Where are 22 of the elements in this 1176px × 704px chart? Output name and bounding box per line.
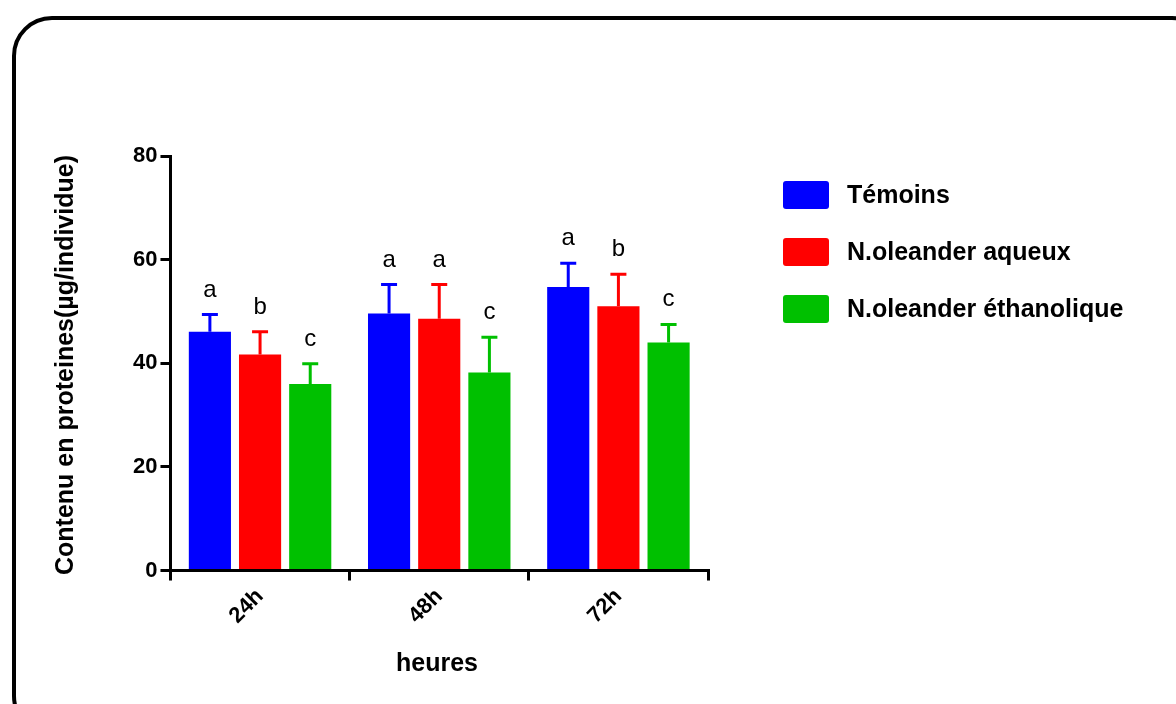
- annotation: b: [611, 234, 626, 262]
- y-tick-label: 80: [132, 142, 158, 168]
- y-axis-title: Contenu en proteines(µg/individue): [49, 155, 79, 575]
- annotation: a: [203, 274, 218, 302]
- legend-label: N.oleander aqueux: [847, 237, 1071, 266]
- annotation: c: [483, 297, 496, 325]
- y-tick-label: 60: [132, 245, 158, 271]
- annotation: c: [662, 284, 675, 312]
- annotation: c: [304, 323, 317, 351]
- x-tick-label: 48h: [402, 583, 448, 628]
- legend-label: N.oleander éthanolique: [847, 294, 1124, 323]
- legend-label: Témoins: [847, 180, 950, 209]
- annotation: a: [561, 223, 576, 251]
- y-tick-label: 0: [145, 556, 158, 582]
- x-tick-label: 72h: [581, 583, 627, 628]
- annotation: b: [253, 291, 267, 319]
- x-tick-label: 24h: [223, 583, 268, 628]
- y-tick-label: 20: [132, 452, 158, 478]
- annotation: a: [382, 244, 397, 272]
- y-tick-label: 40: [132, 349, 158, 375]
- x-axis-title: heures: [396, 647, 478, 677]
- annotation: a: [432, 244, 447, 272]
